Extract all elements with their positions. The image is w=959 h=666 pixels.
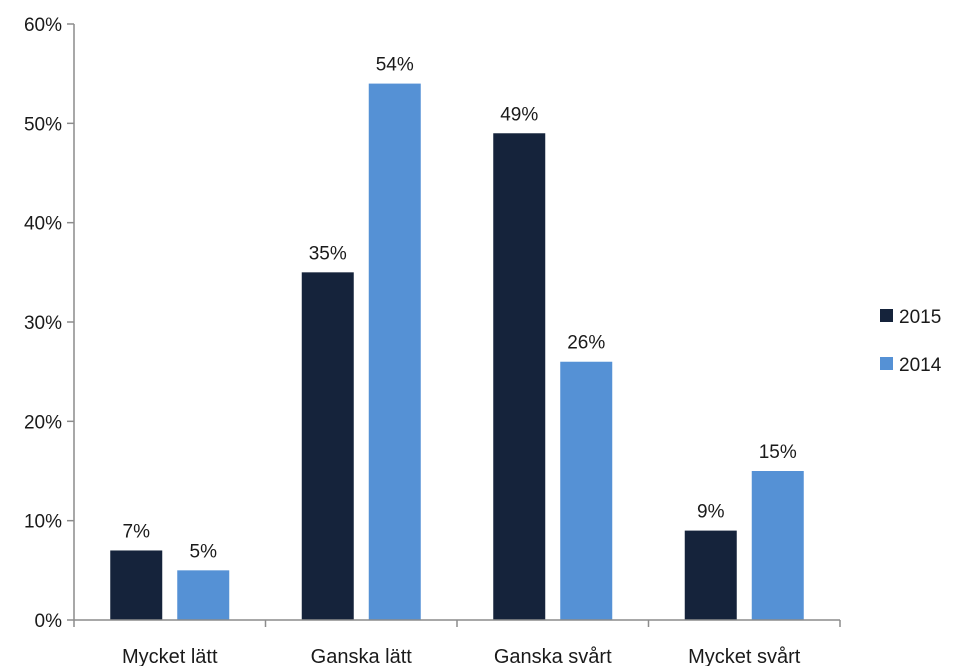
- legend-swatch-2014: [880, 357, 893, 370]
- data-label: 5%: [190, 541, 218, 562]
- legend-swatch-2015: [880, 309, 893, 322]
- y-tick-label: 0%: [35, 611, 63, 632]
- bars: 7% 35% 49% 9% 5% 54% 26% 15%: [110, 55, 804, 621]
- y-tick-label: 10%: [24, 512, 62, 533]
- y-tick-label: 50%: [24, 114, 62, 135]
- x-category-label: Mycket lätt: [122, 646, 218, 666]
- x-category-label: Ganska svårt: [494, 646, 612, 666]
- bar-2015-0: [110, 550, 163, 620]
- y-tick-label: 60%: [24, 15, 62, 36]
- legend: 2015 2014: [880, 307, 942, 376]
- bar-2014-0: [177, 570, 230, 620]
- y-tick-label: 40%: [24, 214, 62, 235]
- bar-2015-1: [301, 272, 354, 620]
- legend-label: 2015: [899, 307, 941, 328]
- data-label: 7%: [123, 521, 151, 542]
- x-category-label: Mycket svårt: [688, 646, 801, 666]
- data-label: 49%: [500, 104, 538, 125]
- y-tick-label: 20%: [24, 412, 62, 433]
- x-axis: Mycket lätt Ganska lätt Ganska svårt Mycket…: [73, 619, 841, 666]
- bar-2015-3: [684, 530, 737, 620]
- data-label: 26%: [567, 333, 605, 354]
- bar-2015-2: [493, 133, 546, 620]
- y-tick-label: 30%: [24, 313, 62, 334]
- bar-2014-1: [368, 83, 421, 621]
- data-label: 15%: [759, 442, 797, 463]
- data-label: 35%: [309, 243, 347, 264]
- data-label: 54%: [376, 55, 414, 76]
- bar-2014-2: [560, 361, 613, 620]
- x-category-label: Ganska lätt: [311, 646, 413, 666]
- y-axis: 0% 10% 20% 30% 40% 50% 60%: [24, 15, 75, 632]
- data-label: 9%: [697, 502, 725, 523]
- legend-label: 2014: [899, 355, 942, 376]
- bar-2014-3: [751, 471, 804, 620]
